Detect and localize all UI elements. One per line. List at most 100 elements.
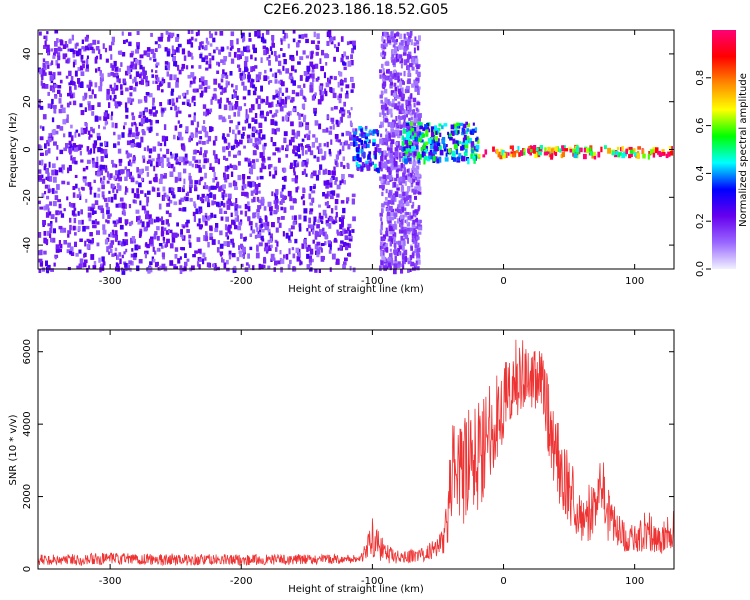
heatmap-cell bbox=[219, 208, 223, 214]
heatmap-cell bbox=[388, 108, 393, 115]
heatmap-cell bbox=[256, 209, 260, 213]
heatmap-cell bbox=[386, 32, 389, 36]
heatmap-cell bbox=[270, 137, 273, 143]
heatmap-cell bbox=[145, 82, 148, 87]
heatmap-cell bbox=[420, 139, 424, 143]
heatmap-cell bbox=[340, 200, 345, 204]
heatmap-cell bbox=[196, 237, 201, 242]
heatmap-cell bbox=[413, 102, 416, 108]
heatmap-cell bbox=[391, 224, 395, 228]
snr-x-tick-label: -200 bbox=[230, 576, 253, 587]
heatmap-cell bbox=[69, 217, 72, 223]
heatmap-cell bbox=[297, 40, 301, 44]
heatmap-cell bbox=[153, 233, 157, 240]
heatmap-cell bbox=[399, 251, 402, 256]
heatmap-cell bbox=[402, 240, 406, 246]
heatmap-cell bbox=[67, 167, 70, 174]
heatmap-cell bbox=[258, 71, 262, 75]
heatmap-cell bbox=[416, 45, 420, 51]
heatmap-cell bbox=[155, 161, 159, 168]
heatmap-cell bbox=[335, 119, 339, 125]
heatmap-cell bbox=[124, 166, 127, 170]
heatmap-cell bbox=[388, 253, 393, 258]
heatmap-cell bbox=[463, 130, 468, 135]
heatmap-cell bbox=[82, 167, 86, 172]
heatmap-cell bbox=[88, 95, 93, 99]
heatmap-cell bbox=[291, 89, 296, 95]
heatmap-cell bbox=[293, 166, 296, 173]
heatmap-cell bbox=[228, 51, 232, 57]
heatmap-cell bbox=[236, 141, 240, 147]
heatmap-cell bbox=[180, 229, 183, 235]
heatmap-cell bbox=[208, 52, 212, 56]
heatmap-cell bbox=[99, 70, 102, 76]
heatmap-cell bbox=[334, 134, 339, 139]
heatmap-cell bbox=[144, 193, 147, 198]
heatmap-cell bbox=[44, 163, 47, 168]
heatmap-cell bbox=[206, 85, 211, 89]
heatmap-cell bbox=[380, 241, 383, 246]
heatmap-cell bbox=[57, 199, 61, 203]
heatmap-cell bbox=[170, 91, 174, 96]
heatmap-cell bbox=[129, 85, 133, 90]
heatmap-cell bbox=[47, 148, 51, 154]
heatmap-cell bbox=[168, 212, 172, 218]
heatmap-cell bbox=[123, 203, 127, 209]
heatmap-cell bbox=[158, 178, 163, 184]
heatmap-cell bbox=[156, 62, 160, 66]
heatmap-cell bbox=[381, 180, 386, 185]
heatmap-cell bbox=[147, 268, 151, 274]
heatmap-cell bbox=[385, 62, 390, 66]
heatmap-cell bbox=[411, 135, 415, 140]
heatmap-cell bbox=[378, 163, 381, 170]
heatmap-cell bbox=[175, 37, 179, 42]
heatmap-cell bbox=[401, 261, 405, 266]
heatmap-cell bbox=[395, 122, 399, 128]
heatmap-cell bbox=[338, 121, 341, 125]
heatmap-cell bbox=[151, 158, 155, 162]
heatmap-cell bbox=[308, 247, 312, 252]
heatmap-cell bbox=[59, 210, 63, 214]
heatmap-cell bbox=[136, 167, 139, 173]
heatmap-cell bbox=[223, 155, 226, 160]
heatmap-cell bbox=[350, 54, 353, 60]
heatmap-cell bbox=[323, 72, 326, 79]
heatmap-cell bbox=[212, 166, 215, 172]
heatmap-cell bbox=[415, 244, 419, 249]
heatmap-cell bbox=[257, 205, 261, 210]
heatmap-cell bbox=[153, 219, 156, 223]
heatmap-cell bbox=[400, 226, 404, 231]
heatmap-cell bbox=[113, 186, 116, 190]
heatmap-cell bbox=[396, 165, 401, 169]
hm-y-tick-label: -40 bbox=[22, 237, 33, 253]
heatmap-cell bbox=[393, 242, 397, 248]
heatmap-cell bbox=[261, 155, 265, 161]
heatmap-cell bbox=[250, 180, 255, 187]
heatmap-cell bbox=[122, 239, 125, 244]
heatmap-cell bbox=[264, 242, 268, 249]
heatmap-cell bbox=[342, 241, 347, 248]
heatmap-cell bbox=[296, 50, 298, 56]
heatmap-cell bbox=[319, 58, 322, 64]
heatmap-cell bbox=[206, 215, 210, 221]
heatmap-cell bbox=[473, 158, 476, 164]
heatmap-cell bbox=[165, 230, 170, 235]
heatmap-cell bbox=[320, 95, 324, 102]
heatmap-cell bbox=[120, 62, 123, 67]
heatmap-cell bbox=[68, 165, 72, 171]
heatmap-cell bbox=[404, 229, 407, 235]
heatmap-cell bbox=[291, 65, 295, 72]
heatmap-cell bbox=[351, 198, 355, 205]
heatmap-cell bbox=[78, 48, 82, 53]
heatmap-cell bbox=[378, 161, 382, 166]
heatmap-cell bbox=[425, 145, 429, 151]
heatmap-cell bbox=[111, 122, 114, 128]
heatmap-cell bbox=[234, 217, 238, 222]
heatmap-cell bbox=[242, 132, 245, 136]
heatmap-cell bbox=[539, 145, 543, 150]
heatmap-cell bbox=[326, 205, 331, 209]
heatmap-cell bbox=[388, 218, 392, 224]
heatmap-cell bbox=[277, 91, 281, 96]
heatmap-cell bbox=[412, 97, 417, 102]
heatmap-cell bbox=[110, 183, 114, 189]
